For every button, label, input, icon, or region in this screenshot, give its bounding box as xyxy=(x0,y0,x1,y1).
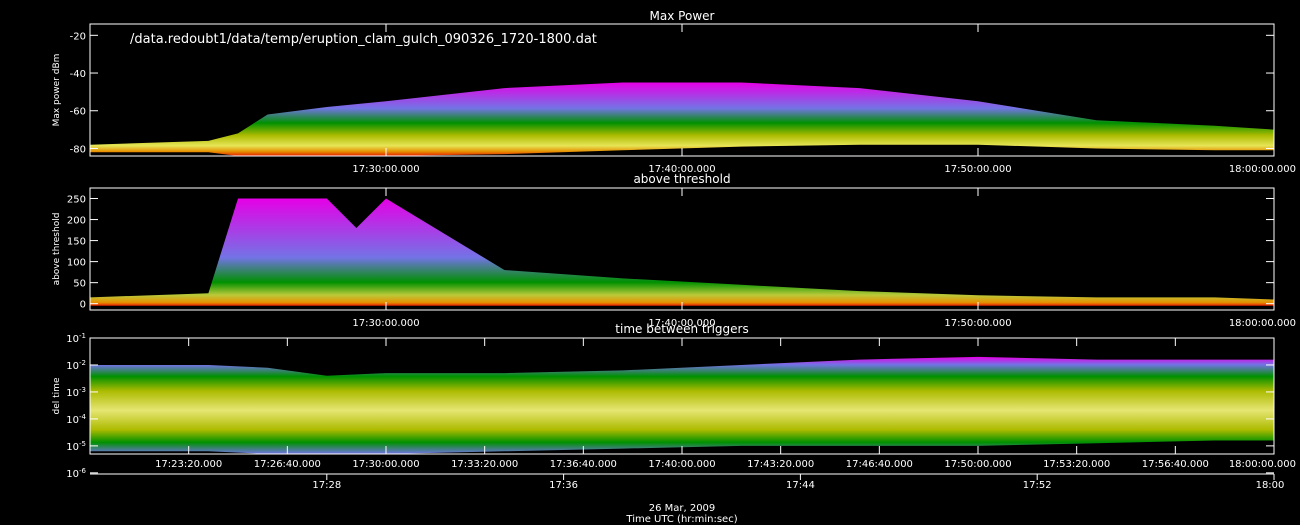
x-axis: 17:30:00.000 17:40:00.000 17:50:00.000 18:0… xyxy=(352,188,1296,329)
y-axis-label: Max power dBm xyxy=(52,54,62,127)
density-area xyxy=(90,198,1274,306)
y-axis: -20 -40 -60 -80 xyxy=(70,31,1274,155)
y-tick-label: 200 xyxy=(67,216,86,227)
x-tick-label: 17:43:20.000 xyxy=(747,459,814,470)
x-tick-label: 18:00:00.000 xyxy=(1229,164,1296,175)
x-tick-label: 17:23:20.000 xyxy=(155,459,222,470)
x-tick-label: 17:50:00.000 xyxy=(944,459,1011,470)
x-tick-label: 17:50:00.000 xyxy=(944,164,1011,175)
lower-axis-tick-label: 18:00 xyxy=(1256,480,1285,491)
y-tick-label: 0 xyxy=(80,300,86,311)
y-tick-label: 50 xyxy=(73,279,86,290)
y-tick-label: 10-5 xyxy=(66,440,86,453)
density-area xyxy=(90,82,1274,156)
panel-max-power: Max Power /data.redoubt1/data/temp/erupt… xyxy=(52,9,1296,175)
x-tick-label: 18:00:00.000 xyxy=(1229,318,1296,329)
x-tick-label: 17:40:00.000 xyxy=(648,459,715,470)
x-tick-label: 17:30:00.000 xyxy=(352,318,419,329)
panel-title: time between triggers xyxy=(615,322,748,336)
lower-axis-tick-label: 17:52 xyxy=(1023,480,1052,491)
time-axis-title: Time UTC (hr:min:sec) xyxy=(625,514,737,525)
y-tick-label: -20 xyxy=(70,31,86,42)
x-tick-label: 17:56:40.000 xyxy=(1142,459,1209,470)
y-tick-label: 10-3 xyxy=(66,386,86,399)
x-tick-label: 17:33:20.000 xyxy=(451,459,518,470)
x-tick-label: 17:46:40.000 xyxy=(846,459,913,470)
density-area xyxy=(90,356,1274,454)
y-axis: 10-1 10-2 10-3 10-4 10-5 10-6 xyxy=(66,332,1274,480)
x-tick-label: 17:30:00.000 xyxy=(352,459,419,470)
panel-time-between-triggers: time between triggers del time 10-110-21… xyxy=(52,322,1296,480)
y-tick-label: -40 xyxy=(70,69,86,80)
y-tick-label: 10-1 xyxy=(66,332,86,345)
y-axis: 250 200 150 100 50 0 xyxy=(67,195,1274,311)
y-tick-label: 10-4 xyxy=(66,413,86,426)
panel-title: Max Power xyxy=(650,9,715,23)
y-tick-label: 150 xyxy=(67,237,86,248)
y-tick-label: 100 xyxy=(67,258,86,269)
y-tick-label: 10-2 xyxy=(66,359,86,372)
y-tick-label: 250 xyxy=(67,195,86,206)
x-axis: 17:23:20.000 17:26:40.000 17:30:00.000 17:3… xyxy=(155,338,1296,470)
panel-title: above threshold xyxy=(633,172,730,186)
lower-axis-tick-label: 17:44 xyxy=(786,480,815,491)
lower-axis-tick-label: 17:28 xyxy=(312,480,341,491)
density-layer xyxy=(90,356,1274,454)
x-tick-label: 17:36:40.000 xyxy=(550,459,617,470)
x-tick-label: 17:40:00.000 xyxy=(648,318,715,329)
y-axis-label: above threshold xyxy=(52,213,62,286)
lower-axis-tick-label: 17:36 xyxy=(549,480,578,491)
x-tick-label: 17:50:00.000 xyxy=(944,318,1011,329)
file-path-annotation: /data.redoubt1/data/temp/eruption_clam_g… xyxy=(130,32,597,47)
y-axis-label: del time xyxy=(52,377,62,414)
date-label: 26 Mar, 2009 xyxy=(649,503,716,514)
y-tick-label: -80 xyxy=(70,144,86,155)
y-tick-label: -60 xyxy=(70,107,86,118)
secondary-time-axis: 17:28 17:36 17:44 17:52 18:00 xyxy=(90,473,1285,491)
x-tick-label: 17:53:20.000 xyxy=(1043,459,1110,470)
x-axis: 17:30:00.000 17:40:00.000 17:50:00.000 18:0… xyxy=(352,24,1296,175)
panel-above-threshold: above threshold above threshold 250 200 15… xyxy=(52,172,1296,329)
x-tick-label: 17:30:00.000 xyxy=(352,164,419,175)
x-tick-label: 18:00:00.000 xyxy=(1229,459,1296,470)
y-tick-label: 10-6 xyxy=(66,467,86,480)
x-tick-label: 17:26:40.000 xyxy=(254,459,321,470)
density-layer xyxy=(90,82,1274,156)
x-tick-label: 17:40:00.000 xyxy=(648,164,715,175)
density-layer xyxy=(90,198,1274,306)
